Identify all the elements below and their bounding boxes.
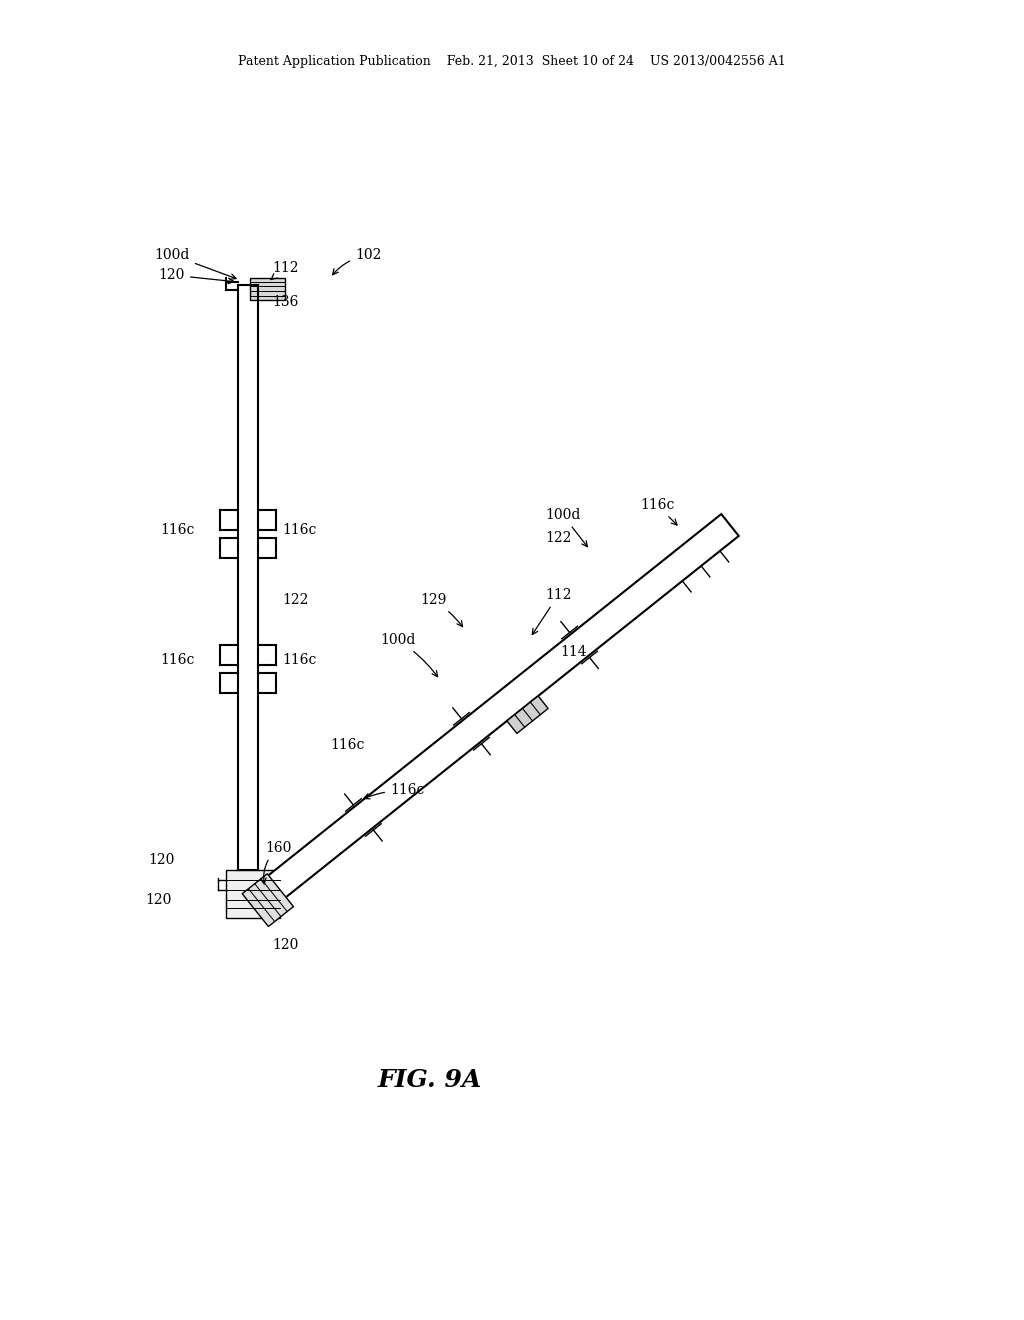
Text: 116c: 116c [364, 783, 424, 799]
Text: 116c: 116c [161, 523, 195, 537]
Text: 100d: 100d [545, 508, 588, 546]
Text: 116c: 116c [330, 738, 365, 752]
Text: 116c: 116c [161, 653, 195, 667]
Text: 116c: 116c [640, 498, 677, 525]
Text: 122: 122 [545, 531, 571, 545]
Text: 112: 112 [532, 587, 571, 635]
Text: 102: 102 [333, 248, 381, 275]
Text: 120: 120 [145, 894, 172, 907]
Text: 116c: 116c [282, 523, 316, 537]
Text: Patent Application Publication    Feb. 21, 2013  Sheet 10 of 24    US 2013/00425: Patent Application Publication Feb. 21, … [239, 55, 785, 69]
Bar [226, 870, 280, 917]
Text: 129: 129 [420, 593, 463, 627]
Text: 136: 136 [272, 294, 298, 309]
Text: 120: 120 [272, 939, 298, 952]
Polygon shape [507, 696, 548, 734]
Text: 114: 114 [560, 645, 587, 659]
Text: 120: 120 [148, 853, 175, 867]
Text: 100d: 100d [380, 634, 437, 677]
Polygon shape [251, 513, 738, 911]
Text: 112: 112 [271, 261, 299, 280]
Text: 120: 120 [159, 268, 233, 284]
Text: FIG. 9A: FIG. 9A [378, 1068, 482, 1092]
Polygon shape [243, 874, 294, 927]
Text: 122: 122 [282, 593, 308, 607]
Bar [250, 279, 285, 300]
Text: 100d: 100d [155, 248, 237, 280]
Text: 116c: 116c [282, 653, 316, 667]
Text: 160: 160 [260, 841, 292, 884]
